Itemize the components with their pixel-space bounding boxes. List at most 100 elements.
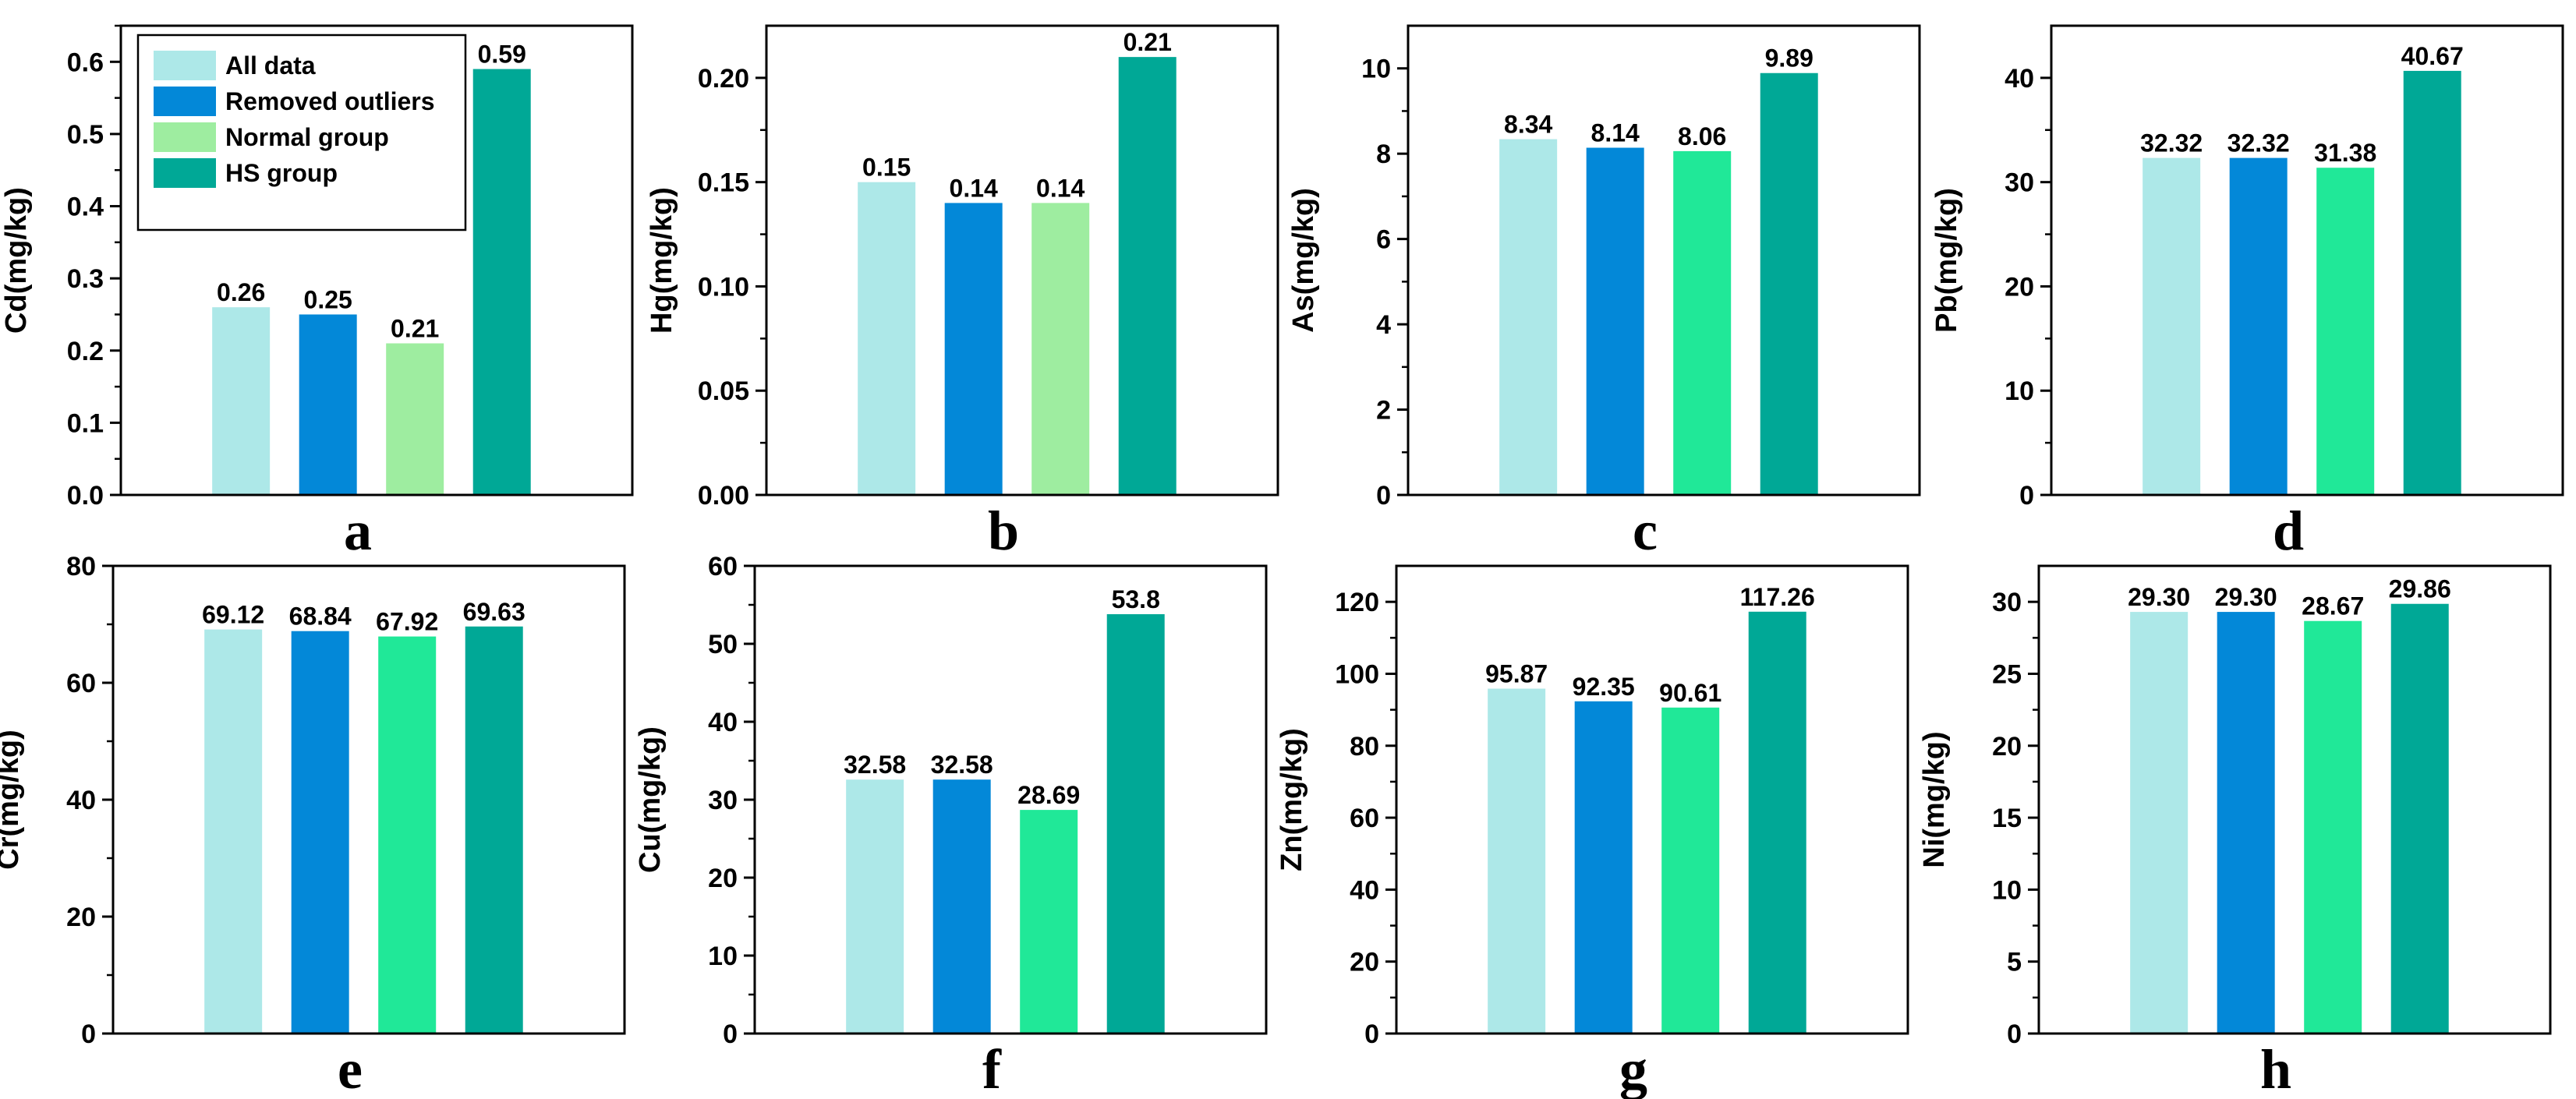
y-tick-label-e-2: 40 bbox=[66, 786, 96, 815]
bar-d-3 bbox=[2316, 168, 2375, 496]
bar-g-4 bbox=[1748, 611, 1806, 1034]
data-label-e-1: 69.12 bbox=[202, 601, 264, 629]
y-tick-label-g-3: 60 bbox=[1350, 804, 1379, 833]
chart-panel-d: 32.32 32.32 31.38 40.67 0 10 20 30 40 Pb(mg/kg) d bbox=[1930, 24, 2564, 562]
data-label-e-2: 68.84 bbox=[289, 603, 352, 631]
data-label-g-4: 117.26 bbox=[1740, 583, 1815, 611]
chart-panel-c: 8.34 8.14 8.06 9.89 0 2 4 6 8 10 As(mg/kg) c bbox=[1287, 24, 1921, 562]
y-tick-label-h-1: 5 bbox=[2007, 948, 2022, 977]
y-tick-label-e-3: 60 bbox=[66, 669, 96, 698]
data-label-c-4: 9.89 bbox=[1765, 44, 1813, 72]
data-label-d-4: 40.67 bbox=[2401, 42, 2464, 70]
data-label-g-3: 90.61 bbox=[1659, 679, 1721, 707]
y-tick-label-h-2: 10 bbox=[1992, 875, 2022, 905]
bar-b-1 bbox=[858, 182, 916, 495]
bar-a-4 bbox=[472, 69, 531, 496]
y-tick-label-g-5: 100 bbox=[1335, 659, 1379, 689]
bar-a-3 bbox=[386, 343, 444, 495]
y-tick-label-b-3: 0.15 bbox=[698, 168, 749, 198]
bar-e-3 bbox=[378, 636, 437, 1034]
y-tick-label-f-6: 60 bbox=[708, 552, 738, 581]
chart-panel-e: 69.12 68.84 67.92 69.63 0 20 40 60 80 Cr(mg/kg) e bbox=[0, 552, 626, 1099]
y-tick-label-c-2: 4 bbox=[1376, 310, 1391, 340]
y-tick-label-a-4: 0.4 bbox=[67, 193, 104, 222]
y-tick-label-f-0: 0 bbox=[723, 1019, 738, 1049]
y-tick-label-g-2: 40 bbox=[1350, 875, 1379, 905]
bar-h-2 bbox=[2217, 612, 2275, 1034]
bar-f-4 bbox=[1106, 614, 1165, 1034]
bar-a-1 bbox=[212, 307, 271, 495]
legend-swatch-4 bbox=[154, 158, 216, 188]
chart-panel-g: 95.87 92.35 90.61 117.26 0 20 40 60 80 100 120 Zn(m… bbox=[1276, 564, 1909, 1099]
y-tick-label-g-0: 0 bbox=[1364, 1019, 1379, 1049]
bar-b-2 bbox=[944, 203, 1003, 495]
y-axis-label-b: Hg(mg/kg) bbox=[646, 187, 678, 334]
panel-letter-g: g bbox=[1619, 1038, 1647, 1099]
data-label-c-2: 8.14 bbox=[1591, 119, 1640, 147]
bar-e-2 bbox=[291, 631, 349, 1034]
y-tick-label-c-0: 0 bbox=[1376, 481, 1391, 511]
data-label-f-2: 32.58 bbox=[931, 751, 993, 779]
data-label-h-4: 29.86 bbox=[2389, 575, 2451, 603]
y-tick-label-a-3: 0.3 bbox=[67, 264, 104, 294]
y-axis-label-f: Cu(mg/kg) bbox=[634, 726, 667, 873]
y-tick-label-a-5: 0.5 bbox=[67, 120, 104, 150]
bar-d-2 bbox=[2229, 157, 2288, 495]
y-tick-label-f-3: 30 bbox=[708, 786, 738, 815]
data-label-g-2: 92.35 bbox=[1573, 673, 1635, 701]
data-label-f-1: 32.58 bbox=[844, 751, 906, 779]
panel-letter-a: a bbox=[344, 500, 372, 562]
y-axis-label-h: Ni(mg/kg) bbox=[1918, 731, 1951, 868]
data-label-e-4: 69.63 bbox=[463, 598, 525, 626]
data-label-a-3: 0.21 bbox=[391, 315, 439, 343]
bar-c-3 bbox=[1673, 150, 1732, 495]
y-tick-label-h-6: 30 bbox=[1992, 588, 2022, 617]
y-tick-label-e-0: 0 bbox=[81, 1019, 96, 1049]
y-tick-label-b-4: 0.20 bbox=[698, 64, 749, 94]
panel-letter-h: h bbox=[2260, 1038, 2291, 1099]
y-tick-label-c-1: 2 bbox=[1376, 396, 1391, 426]
y-tick-label-d-1: 10 bbox=[2005, 376, 2034, 406]
data-label-a-4: 0.59 bbox=[478, 41, 526, 69]
y-tick-label-b-1: 0.05 bbox=[698, 376, 749, 406]
data-label-g-1: 95.87 bbox=[1485, 660, 1548, 688]
data-label-a-1: 0.26 bbox=[217, 278, 265, 306]
y-tick-label-d-2: 20 bbox=[2005, 272, 2034, 302]
bar-d-4 bbox=[2403, 70, 2461, 495]
chart-panel-b: 0.15 0.14 0.14 0.21 0.00 0.05 0.10 0.15 0.20 Hg(m… bbox=[646, 24, 1279, 562]
bar-g-1 bbox=[1488, 688, 1546, 1034]
legend-label-2: Removed outliers bbox=[225, 87, 435, 115]
y-tick-label-f-5: 50 bbox=[708, 630, 738, 659]
bar-e-4 bbox=[465, 626, 523, 1034]
y-tick-label-e-4: 80 bbox=[66, 552, 96, 581]
bar-c-4 bbox=[1760, 72, 1818, 496]
bar-h-1 bbox=[2130, 612, 2189, 1034]
y-tick-label-c-3: 6 bbox=[1376, 225, 1391, 255]
data-label-b-3: 0.14 bbox=[1036, 174, 1085, 202]
bar-g-3 bbox=[1661, 707, 1720, 1034]
bar-f-2 bbox=[932, 779, 991, 1034]
chart-panel-a: 0.26 0.25 0.21 0.59 0.0 0.1 0.2 0.3 0.4 0.5 0.6 Cd(… bbox=[0, 24, 634, 562]
data-label-c-1: 8.34 bbox=[1504, 111, 1552, 139]
bar-c-2 bbox=[1586, 147, 1644, 495]
panel-letter-c: c bbox=[1633, 500, 1658, 562]
data-label-b-1: 0.15 bbox=[862, 154, 911, 182]
data-label-c-3: 8.06 bbox=[1678, 122, 1726, 150]
bar-f-1 bbox=[846, 779, 904, 1034]
data-label-h-3: 28.67 bbox=[2302, 592, 2364, 620]
y-tick-label-h-5: 25 bbox=[1992, 659, 2022, 689]
y-tick-label-a-2: 0.2 bbox=[67, 337, 104, 366]
plot-frame-c bbox=[1407, 24, 1921, 496]
data-label-d-2: 32.32 bbox=[2227, 129, 2290, 157]
y-tick-label-c-5: 10 bbox=[1361, 55, 1391, 84]
bar-g-2 bbox=[1574, 701, 1633, 1034]
legend-swatch-1 bbox=[154, 51, 216, 80]
y-tick-label-f-4: 40 bbox=[708, 708, 738, 737]
bar-b-4 bbox=[1118, 57, 1177, 496]
legend-label-1: All data bbox=[225, 51, 316, 80]
data-label-f-4: 53.8 bbox=[1112, 585, 1160, 613]
y-tick-label-g-1: 20 bbox=[1350, 948, 1379, 977]
plot-frame-f bbox=[753, 564, 1268, 1035]
bar-h-4 bbox=[2390, 603, 2449, 1034]
panel-letter-d: d bbox=[2273, 500, 2304, 562]
